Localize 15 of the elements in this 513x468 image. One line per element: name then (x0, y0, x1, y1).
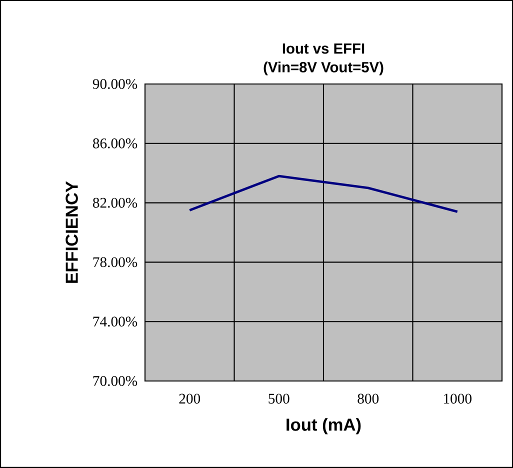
y-tick-label: 86.00% (92, 138, 138, 148)
chart-subtitle: (Vin=8V Vout=5V) (264, 62, 384, 76)
x-tick-label: 500 (268, 394, 290, 404)
x-tick-label: 1000 (444, 394, 472, 404)
y-tick-label: 70.00% (93, 376, 138, 386)
line-series (188, 174, 459, 213)
y-tick-label: 78.00% (93, 257, 138, 268)
x-axis-title: Iout (mA) (286, 418, 361, 434)
y-tick-label: 90.00% (92, 79, 138, 89)
x-tick-label: 200 (179, 394, 200, 404)
chart-title: Iout vs EFFI (282, 44, 364, 54)
x-tick-label: 800 (358, 394, 379, 404)
y-tick-label: 82.00% (92, 198, 138, 208)
y-tick-label: 74.00% (93, 316, 138, 327)
y-axis-title: EFFICIENCY (66, 181, 78, 283)
